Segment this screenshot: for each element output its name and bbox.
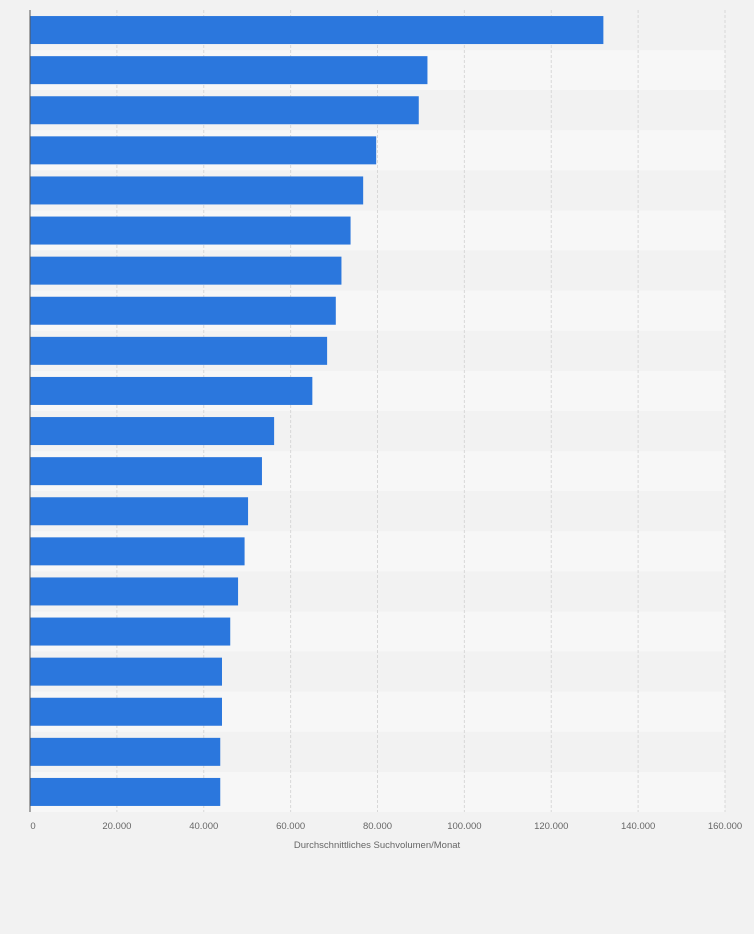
bar[interactable] — [30, 777, 221, 806]
x-tick-label: 60.000 — [276, 821, 305, 832]
x-tick-label: 160.000 — [708, 821, 742, 832]
x-tick-label: 100.000 — [447, 821, 481, 832]
bar[interactable] — [30, 96, 419, 125]
bar[interactable] — [30, 697, 222, 726]
x-tick-label: 140.000 — [621, 821, 655, 832]
bar[interactable] — [30, 256, 342, 285]
bar[interactable] — [30, 457, 262, 486]
bar[interactable] — [30, 577, 239, 606]
bar[interactable] — [30, 336, 328, 365]
x-tick-label: 80.000 — [363, 821, 392, 832]
bar[interactable] — [30, 296, 336, 325]
x-tick-label: 40.000 — [189, 821, 218, 832]
x-tick-label: 20.000 — [102, 821, 131, 832]
bar[interactable] — [30, 56, 428, 85]
bar[interactable] — [30, 376, 313, 405]
bar[interactable] — [30, 216, 351, 245]
x-axis-title: Durchschnittliches Suchvolumen/Monat — [294, 840, 461, 851]
bar[interactable] — [30, 497, 249, 526]
gridlines — [116, 10, 726, 812]
bar[interactable] — [30, 737, 221, 766]
bars — [30, 16, 604, 806]
bar[interactable] — [30, 417, 275, 446]
bar[interactable] — [30, 657, 222, 686]
bar[interactable] — [30, 617, 231, 646]
bar[interactable] — [30, 136, 377, 165]
bar[interactable] — [30, 16, 604, 45]
x-tick-label: 120.000 — [534, 821, 568, 832]
x-tick-labels: 0 20.000 40.000 60.000 80.000 100.000 120.000 1… — [30, 821, 742, 832]
bar[interactable] — [30, 537, 245, 566]
x-tick-label: 0 — [30, 821, 35, 832]
bar[interactable] — [30, 176, 364, 205]
